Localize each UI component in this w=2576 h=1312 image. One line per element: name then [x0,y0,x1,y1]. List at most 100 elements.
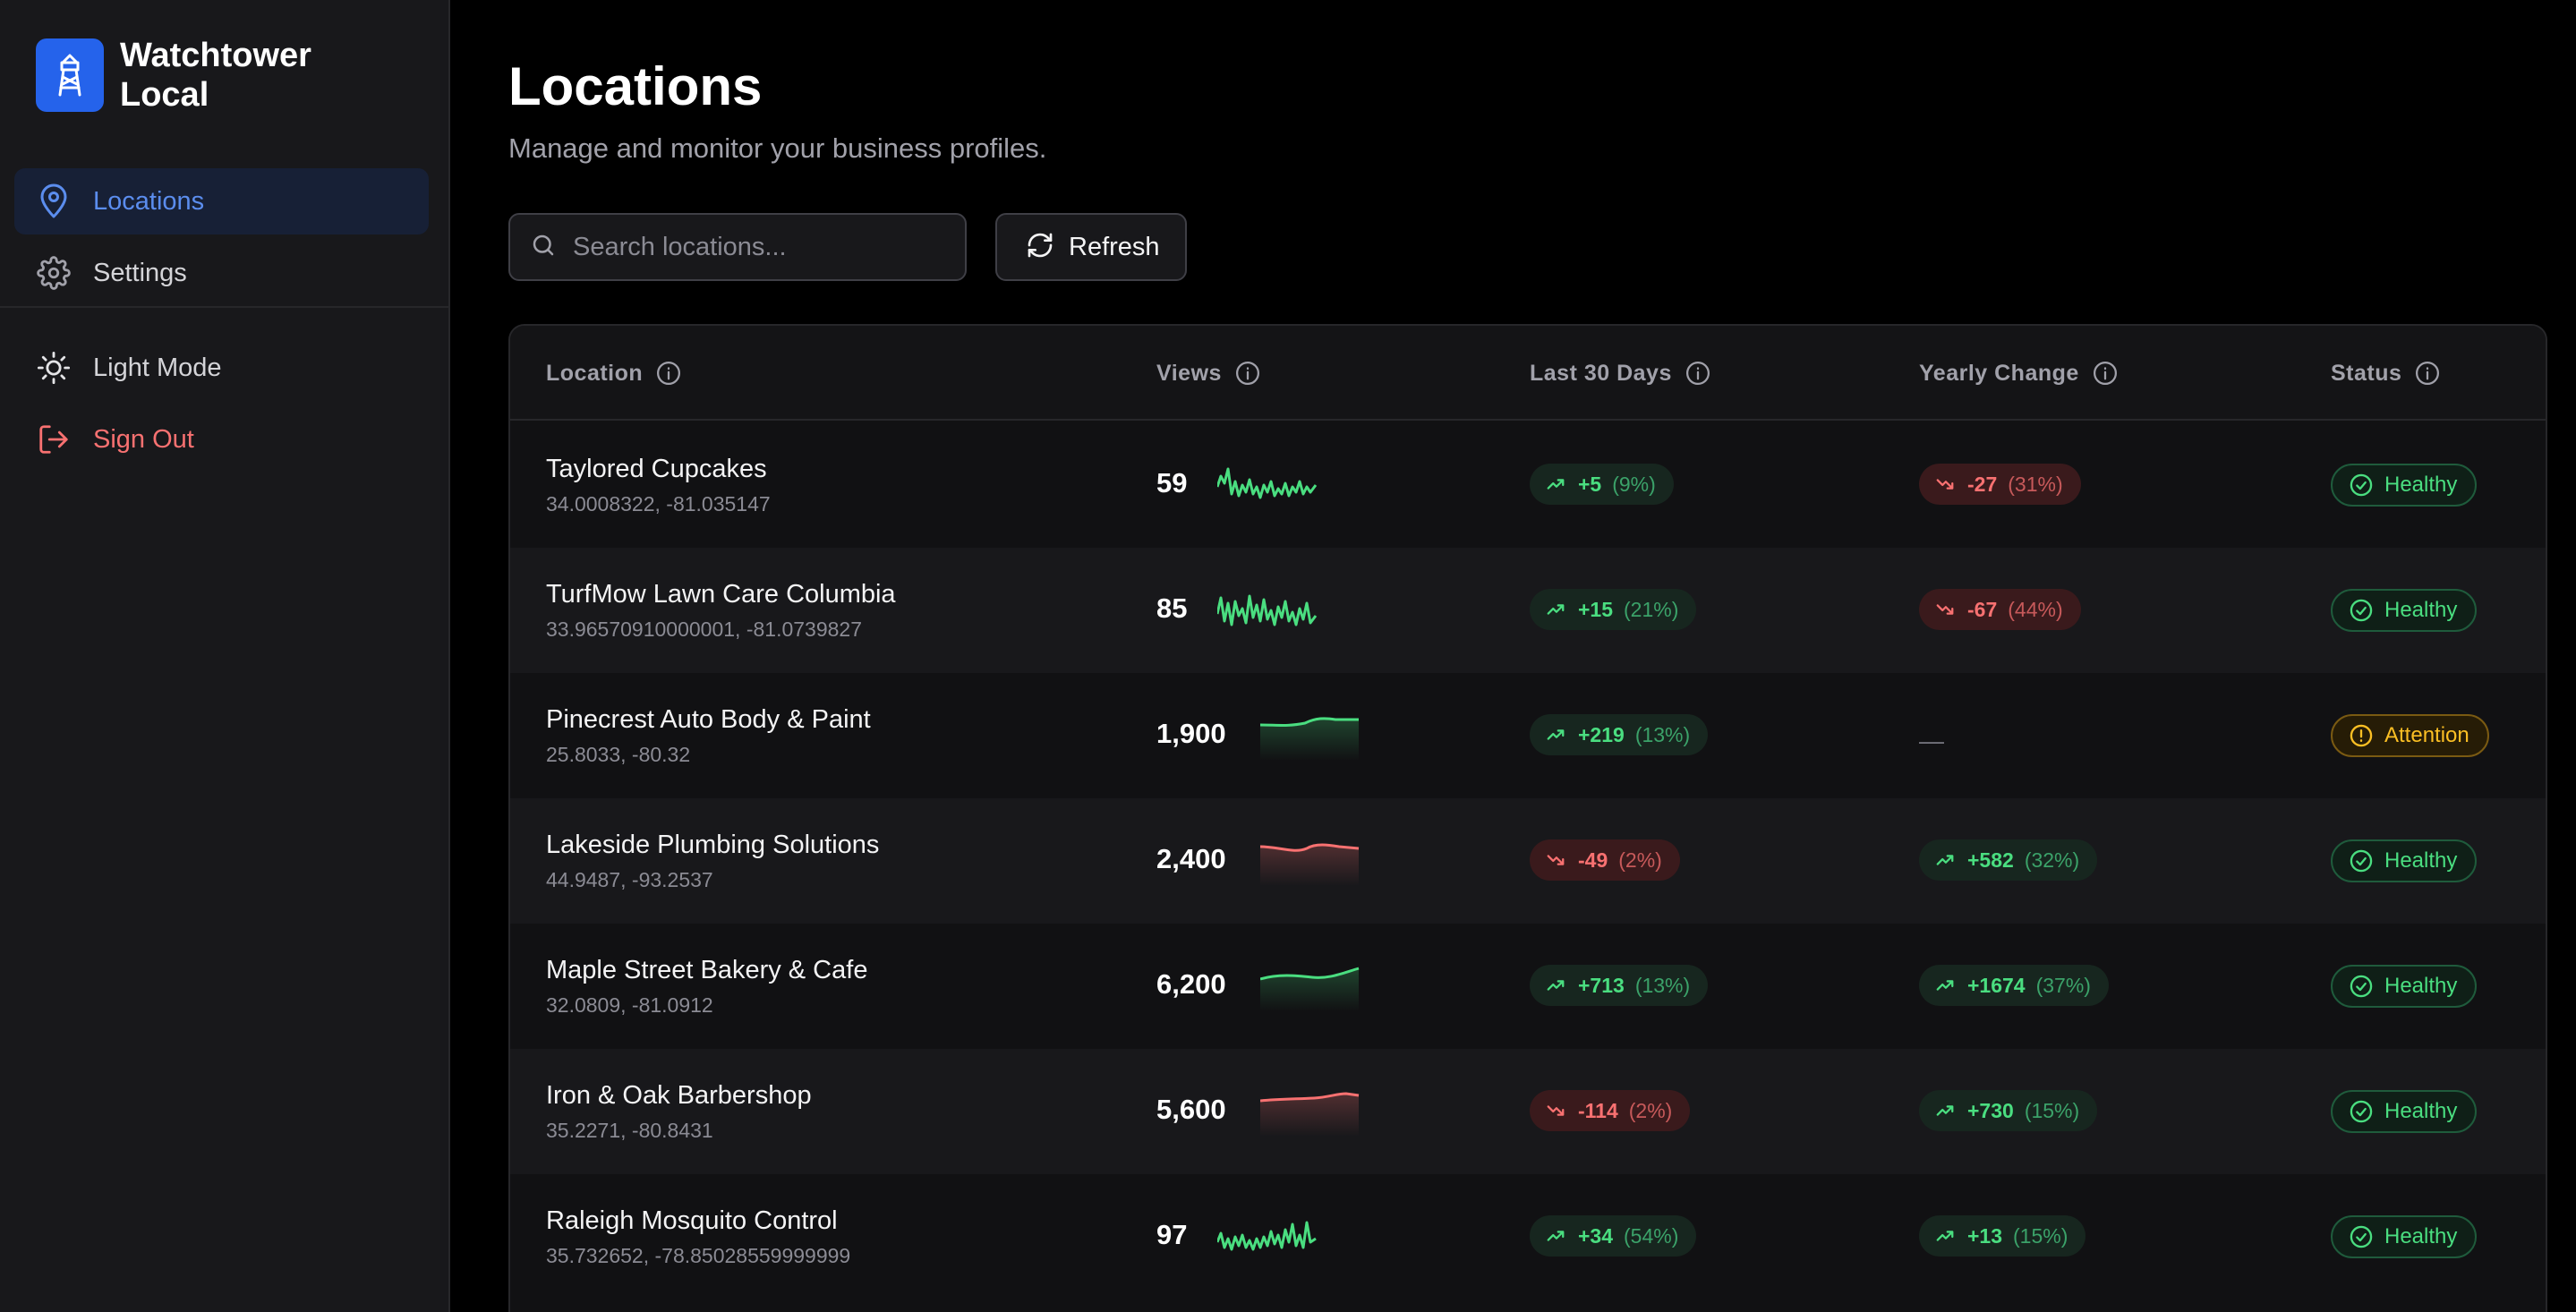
map-pin-icon [36,183,72,219]
alert-circle-icon [2350,724,2373,747]
views-count: 6,200 [1156,968,1226,1000]
change-percent: (44%) [2008,597,2063,621]
change-value: +730 [1967,1098,2014,1122]
sidebar-item-label: Locations [93,186,205,216]
yearly-change: -67 (44%) [1919,589,2081,630]
change-value: -27 [1967,472,1998,496]
trending-down-icon [1936,604,1954,615]
yearly-change: +730 (15%) [1919,1090,2098,1131]
trending-up-icon [1936,1105,1954,1116]
column-label: Views [1156,360,1222,386]
column-label: Location [546,360,644,386]
refresh-label: Refresh [1069,232,1160,261]
location-name[interactable]: Taylored Cupcakes [546,455,767,483]
brand-name: Watchtower Local [120,36,311,115]
watchtower-logo-icon [36,38,104,112]
trending-up-icon [1936,1231,1954,1241]
change-value: -67 [1967,597,1998,621]
change-percent: (15%) [2013,1223,2068,1248]
sidebar-item-locations[interactable]: Locations [14,168,429,234]
status-badge: Attention [2331,714,2489,757]
status-label: Healthy [2384,1224,2458,1248]
change-percent: (13%) [1634,722,1691,746]
info-icon[interactable] [2092,360,2119,387]
table-row[interactable]: TurfMow Lawn Care Columbia 33.9657091000… [510,548,2546,673]
light-mode-toggle[interactable]: Light Mode [14,335,429,401]
views-sparkline [1260,843,1360,886]
sidebar-nav: Locations Settings [14,168,429,311]
check-circle-icon [2350,849,2373,873]
column-header-status[interactable]: Status [2331,326,2441,421]
table-row[interactable]: Maple Street Bakery & Cafe 32.0809, -81.… [510,924,2546,1049]
last-30-days-change: +34 (54%) [1530,1215,1697,1257]
sign-out-button[interactable]: Sign Out [14,406,429,473]
check-circle-icon [2350,1225,2373,1248]
change-percent: (21%) [1624,597,1679,621]
location-name[interactable]: TurfMow Lawn Care Columbia [546,580,896,609]
sidebar-item-settings[interactable]: Settings [14,240,429,306]
status-label: Attention [2384,723,2469,747]
search-icon [530,232,557,263]
change-percent: (32%) [2024,848,2080,872]
location-coords: 34.0008322, -81.035147 [546,492,771,515]
table-row[interactable]: Pinecrest Auto Body & Paint 25.8033, -80… [510,673,2546,798]
column-header-location[interactable]: Location [546,326,682,421]
sidebar: Watchtower Local Locations Settings [0,0,450,1312]
gear-icon [36,255,72,291]
change-percent: (13%) [1634,973,1691,997]
yearly-change-empty: — [1919,727,1944,754]
status-badge: Healthy [2331,839,2478,882]
brand[interactable]: Watchtower Local [36,36,311,115]
trending-up-icon [1936,855,1954,865]
info-icon[interactable] [2414,360,2441,387]
change-percent: (2%) [1618,848,1662,872]
change-value: +5 [1578,472,1602,496]
views-count: 85 [1156,592,1188,624]
location-name[interactable]: Lakeside Plumbing Solutions [546,831,880,859]
refresh-icon [1026,231,1054,264]
sun-icon [36,350,72,386]
search-box[interactable] [508,213,967,281]
yearly-change: +13 (15%) [1919,1215,2086,1257]
table-header: Location Views Last 30 Days Yearly Chang… [510,326,2546,421]
column-header-views[interactable]: Views [1156,326,1261,421]
change-value: -49 [1578,848,1608,872]
change-value: +713 [1578,973,1625,997]
status-label: Healthy [2384,974,2458,998]
table-row[interactable]: Taylored Cupcakes 34.0008322, -81.035147… [510,422,2546,548]
status-label: Healthy [2384,598,2458,622]
column-label: Status [2331,360,2402,386]
location-name[interactable]: Pinecrest Auto Body & Paint [546,705,871,734]
change-value: +1674 [1967,973,2026,997]
table-row[interactable]: Lakeside Plumbing Solutions 44.9487, -93… [510,798,2546,924]
location-name[interactable]: Maple Street Bakery & Cafe [546,956,868,984]
info-icon[interactable] [1685,360,1711,387]
table-row[interactable]: Iron & Oak Barbershop 35.2271, -80.8431 … [510,1049,2546,1174]
check-circle-icon [2350,975,2373,998]
info-icon[interactable] [655,360,682,387]
change-value: +15 [1578,597,1614,621]
location-coords: 32.0809, -81.0912 [546,993,713,1017]
location-name[interactable]: Raleigh Mosquito Control [546,1206,838,1235]
change-percent: (31%) [2008,472,2063,496]
sign-out-label: Sign Out [93,424,194,454]
trending-up-icon [1547,479,1565,490]
table-row[interactable]: Raleigh Mosquito Control 35.732652, -78.… [510,1174,2546,1299]
column-header-last-30-days[interactable]: Last 30 Days [1530,326,1711,421]
refresh-button[interactable]: Refresh [995,213,1187,281]
sidebar-footer-nav: Light Mode Sign Out [14,335,429,478]
info-icon[interactable] [1234,360,1261,387]
change-percent: (2%) [1628,1098,1673,1122]
last-30-days-change: -114 (2%) [1530,1090,1691,1131]
views-count: 2,400 [1156,843,1226,874]
search-input[interactable] [573,232,949,262]
location-name[interactable]: Iron & Oak Barbershop [546,1081,812,1110]
views-count: 59 [1156,467,1188,498]
status-label: Healthy [2384,848,2458,873]
change-percent: (37%) [2035,973,2091,997]
last-30-days-change: +5 (9%) [1530,464,1674,505]
trending-down-icon [1547,855,1565,865]
views-count: 5,600 [1156,1094,1226,1125]
column-header-yearly-change[interactable]: Yearly Change [1919,326,2119,421]
change-percent: (15%) [2024,1098,2080,1122]
